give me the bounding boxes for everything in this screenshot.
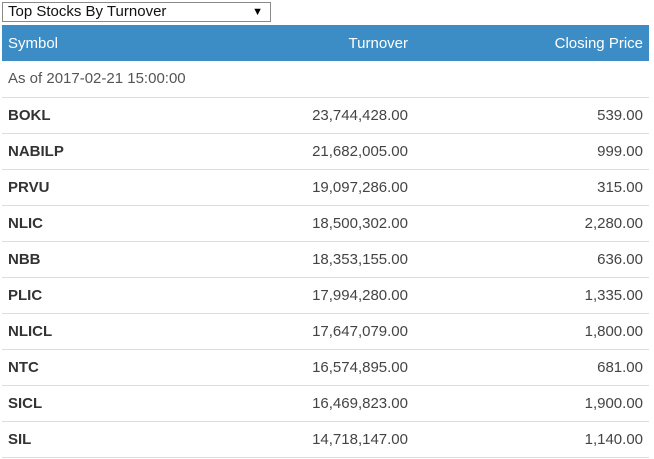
table-row: NTC 16,574,895.00 681.00 bbox=[2, 348, 649, 385]
symbol-cell: NBB bbox=[2, 240, 142, 277]
symbol-cell: SIL bbox=[2, 420, 142, 458]
symbol-cell: NLICL bbox=[2, 312, 142, 349]
column-header-symbol: Symbol bbox=[2, 25, 142, 61]
turnover-cell: 17,994,280.00 bbox=[142, 276, 414, 313]
table-row: NABILP 21,682,005.00 999.00 bbox=[2, 132, 649, 169]
stocks-category-select[interactable]: Top Stocks By Turnover ▼ bbox=[2, 2, 271, 22]
stocks-table: Symbol Turnover Closing Price As of 2017… bbox=[2, 25, 649, 458]
symbol-cell: PRVU bbox=[2, 168, 142, 205]
turnover-cell: 21,682,005.00 bbox=[142, 132, 414, 169]
turnover-cell: 16,574,895.00 bbox=[142, 348, 414, 385]
closing-price-cell: 1,140.00 bbox=[414, 420, 649, 458]
closing-price-cell: 539.00 bbox=[414, 96, 649, 133]
closing-price-cell: 1,900.00 bbox=[414, 384, 649, 421]
table-row: SICL 16,469,823.00 1,900.00 bbox=[2, 384, 649, 421]
turnover-cell: 18,353,155.00 bbox=[142, 240, 414, 277]
as-of-row: As of 2017-02-21 15:00:00 bbox=[2, 61, 649, 97]
closing-price-cell: 1,335.00 bbox=[414, 276, 649, 313]
column-header-closing-price: Closing Price bbox=[414, 25, 649, 61]
turnover-cell: 16,469,823.00 bbox=[142, 384, 414, 421]
table-row: PRVU 19,097,286.00 315.00 bbox=[2, 168, 649, 205]
select-value: Top Stocks By Turnover bbox=[8, 3, 167, 20]
table-row: SIL 14,718,147.00 1,140.00 bbox=[2, 420, 649, 458]
closing-price-cell: 999.00 bbox=[414, 132, 649, 169]
table-row: PLIC 17,994,280.00 1,335.00 bbox=[2, 276, 649, 313]
symbol-cell: NABILP bbox=[2, 132, 142, 169]
chevron-down-icon[interactable]: ▼ bbox=[252, 6, 263, 18]
turnover-cell: 23,744,428.00 bbox=[142, 96, 414, 133]
symbol-cell: NLIC bbox=[2, 204, 142, 241]
closing-price-cell: 681.00 bbox=[414, 348, 649, 385]
table-row: BOKL 23,744,428.00 539.00 bbox=[2, 96, 649, 133]
turnover-cell: 19,097,286.00 bbox=[142, 168, 414, 205]
closing-price-cell: 2,280.00 bbox=[414, 204, 649, 241]
turnover-cell: 17,647,079.00 bbox=[142, 312, 414, 349]
as-of-timestamp: As of 2017-02-21 15:00:00 bbox=[8, 70, 186, 88]
symbol-cell: PLIC bbox=[2, 276, 142, 313]
closing-price-cell: 636.00 bbox=[414, 240, 649, 277]
symbol-cell: NTC bbox=[2, 348, 142, 385]
turnover-cell: 18,500,302.00 bbox=[142, 204, 414, 241]
symbol-cell: SICL bbox=[2, 384, 142, 421]
closing-price-cell: 1,800.00 bbox=[414, 312, 649, 349]
closing-price-cell: 315.00 bbox=[414, 168, 649, 205]
symbol-cell: BOKL bbox=[2, 96, 142, 133]
turnover-cell: 14,718,147.00 bbox=[142, 420, 414, 458]
table-row: NLIC 18,500,302.00 2,280.00 bbox=[2, 204, 649, 241]
table-header-row: Symbol Turnover Closing Price bbox=[2, 25, 649, 61]
table-row: NLICL 17,647,079.00 1,800.00 bbox=[2, 312, 649, 349]
column-header-turnover: Turnover bbox=[142, 25, 414, 61]
table-row: NBB 18,353,155.00 636.00 bbox=[2, 240, 649, 277]
